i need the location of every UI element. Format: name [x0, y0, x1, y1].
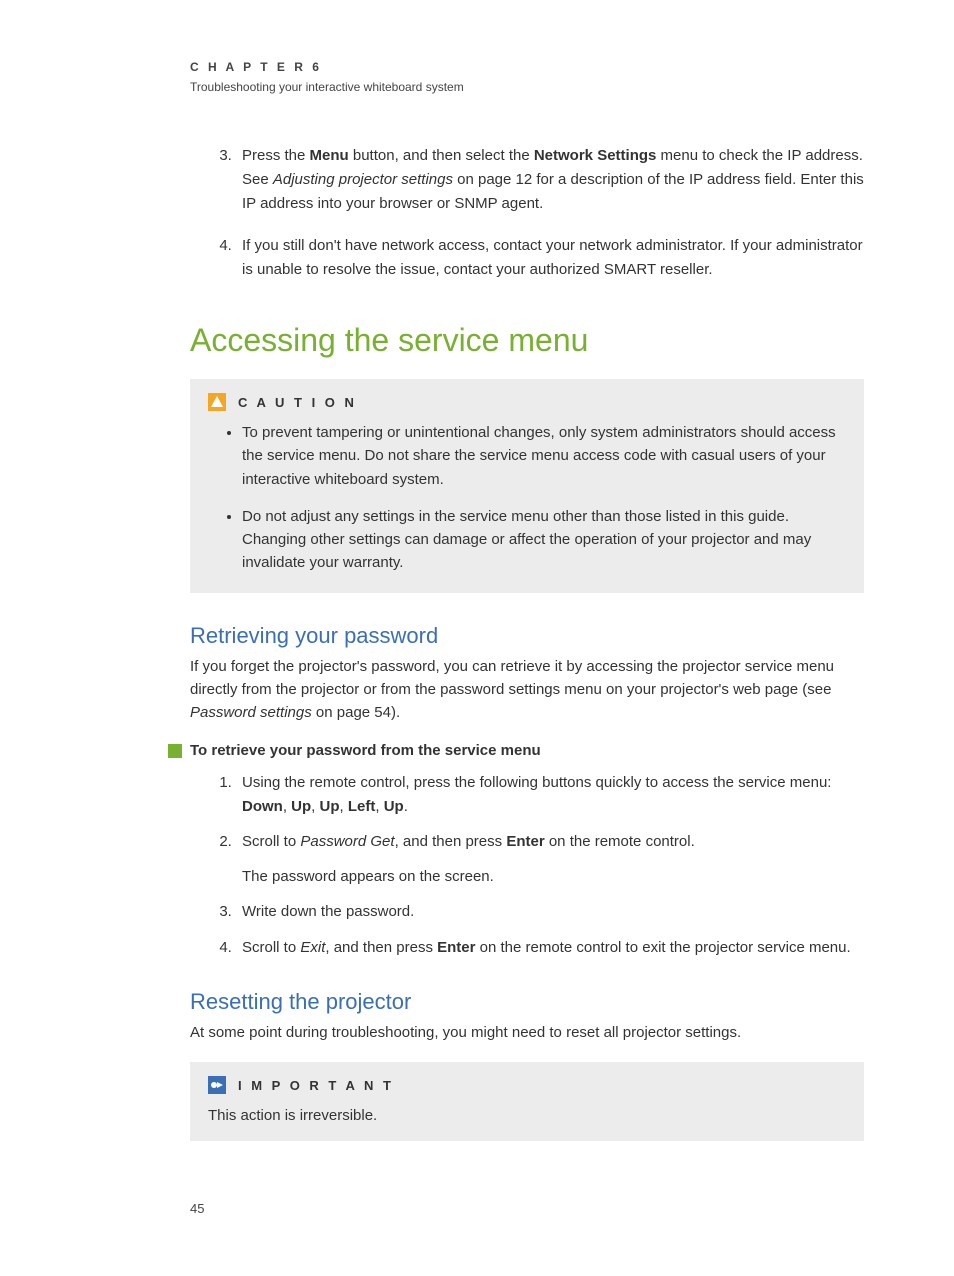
- caution-bullet-list: To prevent tampering or unintentional ch…: [208, 421, 846, 575]
- info-arrow-icon: [208, 1076, 226, 1094]
- retrieve-password-steps: Using the remote control, press the foll…: [190, 771, 864, 959]
- procedure-header: To retrieve your password from the servi…: [168, 742, 842, 759]
- step-item: Write down the password.: [236, 900, 864, 923]
- list-item: If you still don't have network access, …: [236, 234, 864, 282]
- list-item: Press the Menu button, and then select t…: [236, 144, 864, 216]
- document-page: C H A P T E R 6 Troubleshooting your int…: [0, 0, 954, 1276]
- subsection-heading-resetting: Resetting the projector: [190, 989, 864, 1015]
- instruction-list-continued: Press the Menu button, and then select t…: [190, 144, 864, 282]
- chapter-subtitle: Troubleshooting your interactive whitebo…: [190, 80, 864, 94]
- warning-triangle-icon: [208, 393, 226, 411]
- chapter-label: C H A P T E R 6: [190, 60, 864, 74]
- resetting-intro-paragraph: At some point during troubleshooting, yo…: [190, 1021, 864, 1044]
- step-item: Scroll to Password Get, and then press E…: [236, 830, 864, 889]
- caution-callout: C A U T I O N To prevent tampering or un…: [190, 379, 864, 593]
- caution-bullet: To prevent tampering or unintentional ch…: [242, 421, 846, 491]
- step-sub-text: The password appears on the screen.: [242, 865, 864, 888]
- subsection-heading-retrieving: Retrieving your password: [190, 623, 864, 649]
- section-heading-accessing: Accessing the service menu: [190, 322, 864, 359]
- important-label: I M P O R T A N T: [238, 1078, 394, 1093]
- important-callout: I M P O R T A N T This action is irrever…: [190, 1062, 864, 1141]
- caution-label: C A U T I O N: [238, 395, 357, 410]
- step-item: Using the remote control, press the foll…: [236, 771, 864, 818]
- procedure-square-icon: [168, 744, 182, 758]
- step-item: Scroll to Exit, and then press Enter on …: [236, 936, 864, 959]
- retrieving-intro-paragraph: If you forget the projector's password, …: [190, 655, 864, 725]
- important-text: This action is irreversible.: [208, 1104, 846, 1127]
- page-number: 45: [190, 1201, 864, 1216]
- caution-bullet: Do not adjust any settings in the servic…: [242, 505, 846, 575]
- procedure-title: To retrieve your password from the servi…: [190, 742, 541, 759]
- callout-header: I M P O R T A N T: [208, 1076, 846, 1094]
- callout-header: C A U T I O N: [208, 393, 846, 411]
